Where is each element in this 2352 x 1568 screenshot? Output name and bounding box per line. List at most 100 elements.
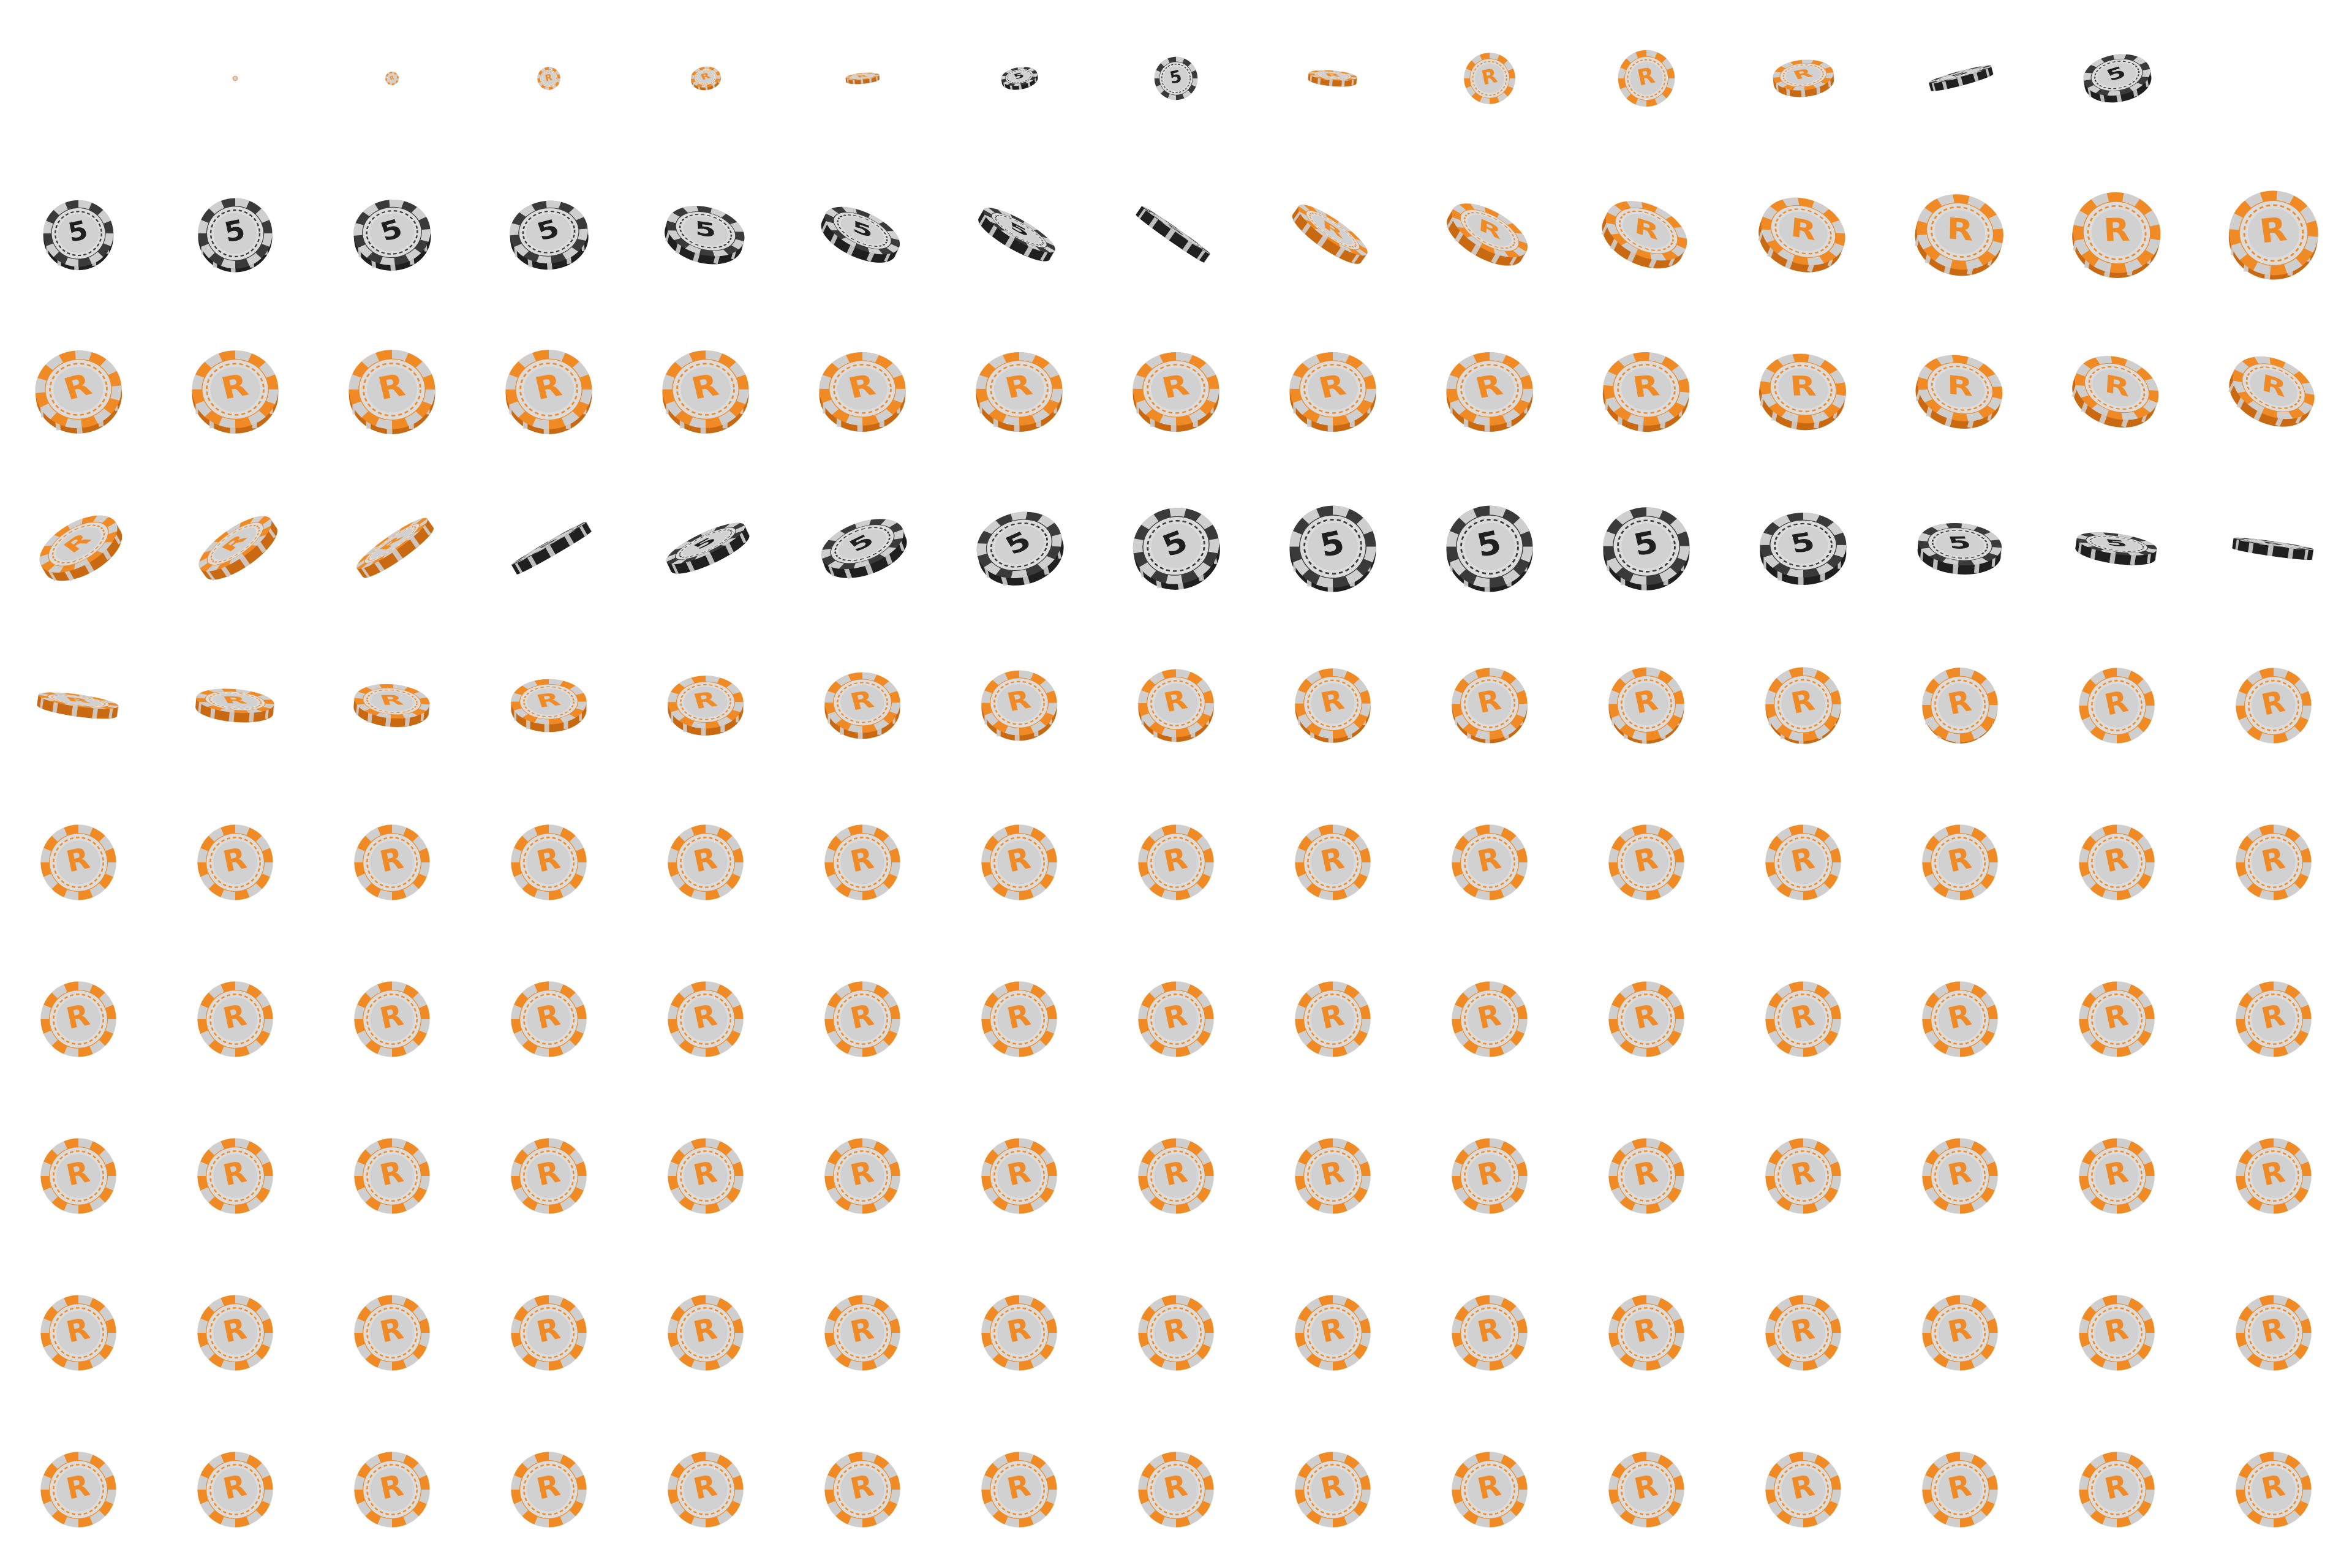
chip-orange-frame-92: R — [354, 981, 430, 1057]
chip-face: R — [1452, 668, 1528, 740]
chip-orange-frame-110: R — [824, 1138, 900, 1214]
sprite-frame: R — [627, 784, 784, 941]
poker-chip-icon: R — [668, 824, 744, 900]
chip-orange-frame-10: R — [1618, 50, 1675, 107]
chip-black-frame-12: 5 — [1928, 65, 1994, 92]
sprite-frame: R — [627, 1098, 784, 1254]
chip-face: R — [668, 981, 744, 1057]
chip-orange-frame-115: R — [1608, 1138, 1684, 1214]
chip-edge — [1136, 206, 1211, 263]
sprite-frame: R — [784, 1411, 941, 1568]
chip-orange-frame-45: R — [39, 515, 123, 582]
poker-chip-icon: R — [2236, 1295, 2312, 1371]
poker-chip-icon: 5 — [198, 198, 273, 273]
poker-chip-icon: R — [1295, 668, 1371, 743]
chip-orange-frame-133: R — [2079, 1295, 2155, 1371]
sprite-frame: R — [1098, 627, 1254, 784]
poker-chip-icon: R — [1138, 1138, 1214, 1214]
chip-orange-frame-90: R — [40, 981, 116, 1057]
chip-face: R — [1608, 667, 1684, 741]
chip-face: 5 — [821, 519, 904, 570]
chip-orange-frame-68: R — [1295, 668, 1371, 743]
sprite-frame: R — [470, 784, 627, 941]
sprite-frame: R — [2038, 784, 2195, 941]
sprite-frame: R — [1568, 314, 1725, 470]
chip-face: R — [824, 1452, 900, 1528]
chip-emblem-icon: R — [1790, 213, 1817, 247]
chip-face: R — [1922, 1452, 1998, 1528]
sprite-frame: R — [157, 470, 314, 627]
sprite-frame: R — [2038, 941, 2195, 1098]
chip-face: R — [668, 1295, 744, 1371]
sprite-frame: R — [470, 941, 627, 1098]
poker-chip-icon: R — [349, 350, 435, 434]
chip-face: 5 — [198, 198, 273, 269]
poker-chip-icon: 5 — [510, 200, 589, 270]
chip-face: R — [40, 1138, 116, 1214]
sprite-frame: 5 — [1098, 470, 1254, 627]
chip-face: R — [38, 692, 119, 709]
poker-chip-icon: R — [824, 824, 900, 900]
chip-face: 5 — [1142, 206, 1210, 254]
chip-face: R — [2079, 824, 2155, 900]
sprite-frame: R — [784, 784, 941, 941]
chip-orange-frame-60: R — [37, 692, 119, 719]
sprite-frame: 5 — [627, 157, 784, 314]
sprite-frame: R — [314, 784, 470, 941]
sprite-frame: R — [627, 941, 784, 1098]
chip-black-frame-22: 5 — [1136, 206, 1211, 263]
chip-edge — [356, 518, 434, 578]
chip-face: 5 — [983, 208, 1055, 253]
chip-face: R — [354, 824, 430, 900]
poker-chip-icon: R — [1138, 1452, 1214, 1528]
chip-face: R — [511, 824, 587, 900]
poker-chip-icon: R — [668, 1452, 744, 1528]
sprite-frame — [2195, 0, 2352, 157]
poker-chip-icon: R — [824, 981, 900, 1057]
sprite-frame: R — [1411, 314, 1568, 470]
chip-orange-frame-101: R — [1765, 981, 1841, 1057]
chip-black-frame-59: 5 — [2232, 537, 2314, 560]
chip-black-frame-17: 5 — [353, 200, 431, 271]
poker-chip-icon: R — [981, 670, 1058, 741]
poker-chip-icon: R — [1765, 667, 1842, 744]
sprite-frame: R — [784, 1254, 941, 1411]
sprite-frame: R — [1411, 1098, 1568, 1254]
chip-orange-frame-124: R — [668, 1295, 744, 1371]
chip-orange-frame-69: R — [1452, 668, 1528, 744]
poker-chip-icon: R — [40, 824, 116, 900]
chip-emblem-icon: R — [1947, 212, 1973, 248]
chip-face: R — [1452, 1138, 1528, 1214]
sprite-frame: 5 — [2195, 470, 2352, 627]
sprite-frame: R — [314, 941, 470, 1098]
chip-orange-frame-85: R — [1608, 824, 1684, 900]
sprite-frame: R — [2195, 1254, 2352, 1411]
chip-face: R — [511, 1138, 587, 1214]
sprite-frame: 5 — [627, 470, 784, 627]
chip-face: R — [1446, 352, 1533, 426]
chip-face: R — [2236, 1452, 2312, 1528]
chip-face: 5 — [1289, 505, 1376, 588]
chip-face: R — [2075, 356, 2159, 420]
poker-chip-icon: R — [40, 1452, 116, 1528]
chip-orange-frame-24: R — [1446, 203, 1528, 266]
sprite-frame: 5 — [1568, 470, 1725, 627]
sprite-frame: R — [784, 0, 941, 157]
poker-chip-icon: R — [981, 1295, 1057, 1371]
poker-chip-icon: R — [1608, 1295, 1684, 1371]
poker-chip-icon: R — [1765, 981, 1841, 1057]
sprite-frame: R — [2195, 627, 2352, 784]
chip-orange-frame-106: R — [197, 1138, 273, 1214]
poker-chip-icon: R — [1765, 1452, 1841, 1528]
poker-chip-icon: R — [1759, 353, 1847, 431]
poker-chip-icon: R — [385, 72, 399, 85]
sprite-frame: R — [0, 1254, 157, 1411]
chip-orange-frame-43: R — [2071, 356, 2159, 428]
chip-face: R — [2229, 190, 2318, 276]
chip-black-frame-56: 5 — [1760, 513, 1847, 585]
sprite-frame: R — [941, 784, 1098, 941]
chip-orange-frame-2: R — [385, 72, 399, 85]
chip-orange-frame-77: R — [354, 824, 430, 900]
chip-orange-frame-83: R — [1295, 824, 1371, 900]
chip-face: R — [1618, 50, 1675, 107]
